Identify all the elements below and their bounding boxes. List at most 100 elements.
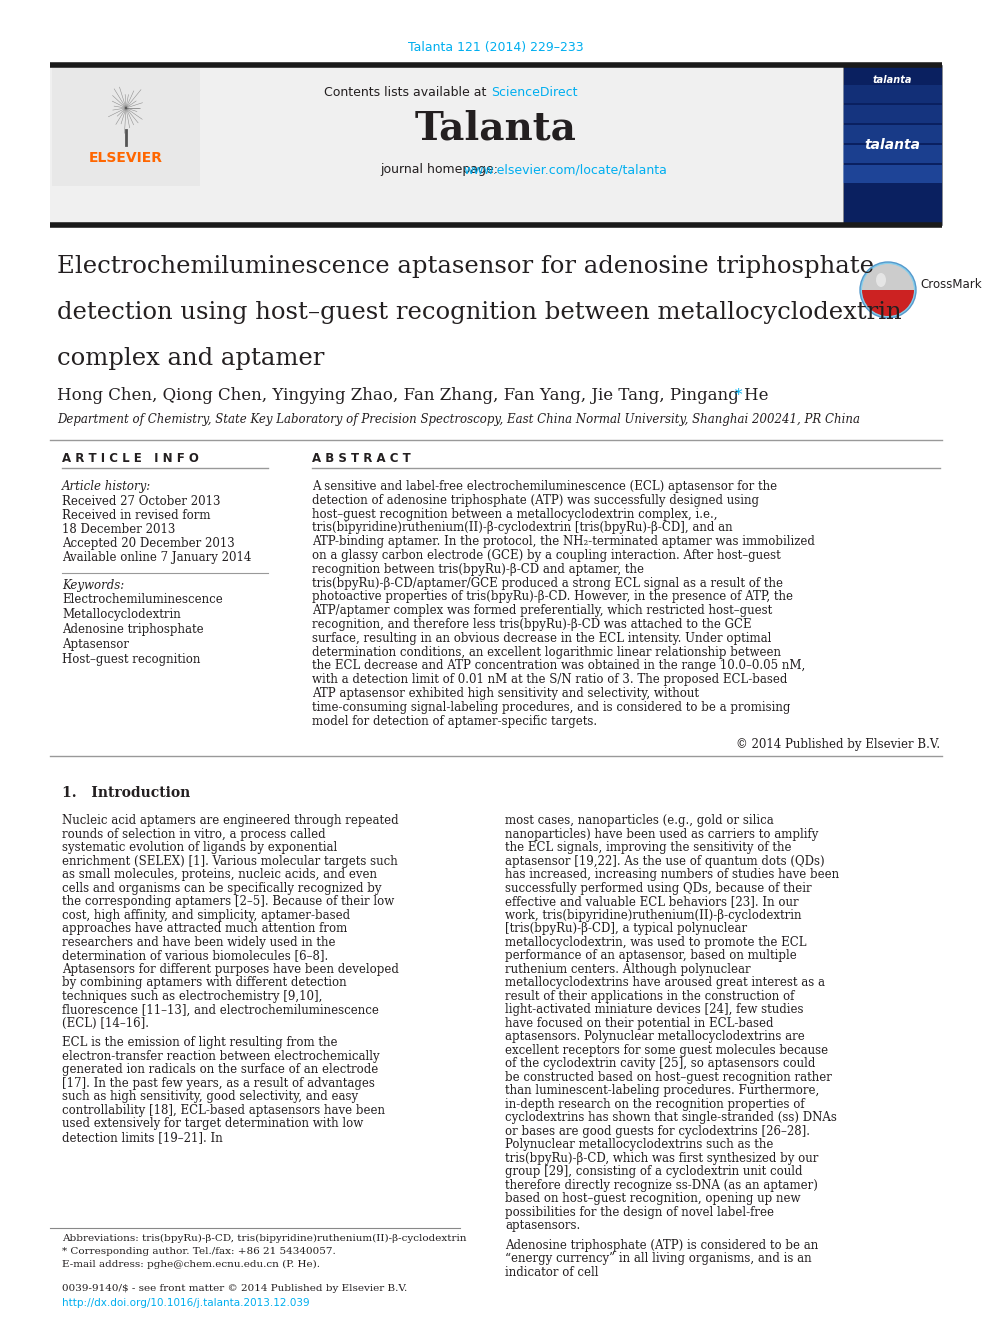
Text: researchers and have been widely used in the: researchers and have been widely used in… [62,935,335,949]
Text: ECL is the emission of light resulting from the: ECL is the emission of light resulting f… [62,1036,337,1049]
Text: Nucleic acid aptamers are engineered through repeated: Nucleic acid aptamers are engineered thr… [62,815,399,827]
Text: aptasensors.: aptasensors. [505,1220,580,1233]
Text: fluorescence [11–13], and electrochemiluminescence: fluorescence [11–13], and electrochemilu… [62,1003,379,1016]
Text: [17]. In the past few years, as a result of advantages: [17]. In the past few years, as a result… [62,1077,375,1090]
Text: ScienceDirect: ScienceDirect [491,86,577,98]
Text: Electrochemiluminescence: Electrochemiluminescence [62,593,223,606]
Text: generated ion radicals on the surface of an electrode: generated ion radicals on the surface of… [62,1064,378,1077]
Text: with a detection limit of 0.01 nM at the S/N ratio of 3. The proposed ECL-based: with a detection limit of 0.01 nM at the… [312,673,788,687]
Text: have focused on their potential in ECL-based: have focused on their potential in ECL-b… [505,1017,774,1029]
Text: journal homepage:: journal homepage: [380,164,502,176]
Text: ATP aptasensor exhibited high sensitivity and selectivity, without: ATP aptasensor exhibited high sensitivit… [312,687,699,700]
Text: model for detection of aptamer-specific targets.: model for detection of aptamer-specific … [312,714,597,728]
Text: recognition, and therefore less tris(bpyRu)-β-CD was attached to the GCE: recognition, and therefore less tris(bpy… [312,618,752,631]
Text: Contents lists available at: Contents lists available at [323,86,490,98]
Text: © 2014 Published by Elsevier B.V.: © 2014 Published by Elsevier B.V. [736,738,940,751]
Text: performance of an aptasensor, based on multiple: performance of an aptasensor, based on m… [505,950,797,962]
Text: tris(bipyridine)ruthenium(II)-β-cyclodextrin [tris(bpyRu)-β-CD], and an: tris(bipyridine)ruthenium(II)-β-cyclodex… [312,521,733,534]
Text: Received in revised form: Received in revised form [62,509,210,523]
Bar [843,165,942,183]
Text: CrossMark: CrossMark [920,279,982,291]
Bar [52,67,200,187]
Text: based on host–guest recognition, opening up new: based on host–guest recognition, opening… [505,1192,801,1205]
Text: photoactive properties of tris(bpyRu)-β-CD. However, in the presence of ATP, the: photoactive properties of tris(bpyRu)-β-… [312,590,793,603]
Text: light-activated miniature devices [24], few studies: light-activated miniature devices [24], … [505,1003,804,1016]
Text: indicator of cell: indicator of cell [505,1266,598,1279]
Text: possibilities for the design of novel label-free: possibilities for the design of novel la… [505,1205,774,1218]
Text: Available online 7 January 2014: Available online 7 January 2014 [62,550,251,564]
Text: time-consuming signal-labeling procedures, and is considered to be a promising: time-consuming signal-labeling procedure… [312,701,791,714]
Text: has increased, increasing numbers of studies have been: has increased, increasing numbers of stu… [505,868,839,881]
Bar [843,105,942,123]
Text: talanta: talanta [864,138,920,152]
Text: metallocyclodextrin, was used to promote the ECL: metallocyclodextrin, was used to promote… [505,935,806,949]
Text: nanoparticles) have been used as carriers to amplify: nanoparticles) have been used as carrier… [505,828,818,841]
Text: most cases, nanoparticles (e.g., gold or silica: most cases, nanoparticles (e.g., gold or… [505,815,774,827]
Text: such as high sensitivity, good selectivity, and easy: such as high sensitivity, good selectivi… [62,1090,358,1103]
Text: the ECL decrease and ATP concentration was obtained in the range 10.0–0.05 nM,: the ECL decrease and ATP concentration w… [312,659,806,672]
Text: cyclodextrins has shown that single-stranded (ss) DNAs: cyclodextrins has shown that single-stra… [505,1111,837,1125]
Text: therefore directly recognize ss-DNA (as an aptamer): therefore directly recognize ss-DNA (as … [505,1179,817,1192]
Text: work, tris(bipyridine)ruthenium(II)-β-cyclodextrin: work, tris(bipyridine)ruthenium(II)-β-cy… [505,909,802,922]
Text: used extensively for target determination with low: used extensively for target determinatio… [62,1118,363,1130]
Text: the ECL signals, improving the sensitivity of the: the ECL signals, improving the sensitivi… [505,841,792,855]
Text: Hong Chen, Qiong Chen, Yingying Zhao, Fan Zhang, Fan Yang, Jie Tang, Pingang He: Hong Chen, Qiong Chen, Yingying Zhao, Fa… [57,386,769,404]
Text: be constructed based on host–guest recognition rather: be constructed based on host–guest recog… [505,1070,832,1084]
Text: ELSEVIER: ELSEVIER [89,151,163,165]
Text: as small molecules, proteins, nucleic acids, and even: as small molecules, proteins, nucleic ac… [62,868,377,881]
Text: on a glassy carbon electrode (GCE) by a coupling interaction. After host–guest: on a glassy carbon electrode (GCE) by a … [312,549,781,562]
Text: techniques such as electrochemistry [9,10],: techniques such as electrochemistry [9,1… [62,990,322,1003]
Bar [843,85,942,103]
Text: [tris(bpyRu)-β-CD], a typical polynuclear: [tris(bpyRu)-β-CD], a typical polynuclea… [505,922,747,935]
Text: Received 27 October 2013: Received 27 October 2013 [62,495,220,508]
Text: result of their applications in the construction of: result of their applications in the cons… [505,990,795,1003]
Text: or bases are good guests for cyclodextrins [26–28].: or bases are good guests for cyclodextri… [505,1125,810,1138]
Text: systematic evolution of ligands by exponential: systematic evolution of ligands by expon… [62,841,337,855]
Text: group [29], consisting of a cyclodextrin unit could: group [29], consisting of a cyclodextrin… [505,1166,803,1179]
Text: Abbreviations: tris(bpyRu)-β-CD, tris(bipyridine)ruthenium(II)-β-cyclodextrin: Abbreviations: tris(bpyRu)-β-CD, tris(bi… [62,1234,466,1244]
Ellipse shape [876,273,886,287]
Text: A R T I C L E   I N F O: A R T I C L E I N F O [62,451,198,464]
Wedge shape [862,290,914,316]
Text: by combining aptamers with different detection: by combining aptamers with different det… [62,976,346,990]
Bar [843,124,942,143]
Text: Adenosine triphosphate: Adenosine triphosphate [62,623,203,636]
Text: excellent receptors for some guest molecules because: excellent receptors for some guest molec… [505,1044,828,1057]
Text: successfully performed using QDs, because of their: successfully performed using QDs, becaus… [505,882,811,894]
Text: ruthenium centers. Although polynuclear: ruthenium centers. Although polynuclear [505,963,751,976]
Text: tris(bpyRu)-β-CD/aptamer/GCE produced a strong ECL signal as a result of the: tris(bpyRu)-β-CD/aptamer/GCE produced a … [312,577,783,590]
Text: talanta: talanta [872,75,912,85]
Text: detection using host–guest recognition between metallocyclodextrin: detection using host–guest recognition b… [57,302,902,324]
Text: controllability [18], ECL-based aptasensors have been: controllability [18], ECL-based aptasens… [62,1103,385,1117]
Text: aptasensors. Polynuclear metallocyclodextrins are: aptasensors. Polynuclear metallocyclodex… [505,1031,805,1044]
Text: tris(bpyRu)-β-CD, which was first synthesized by our: tris(bpyRu)-β-CD, which was first synthe… [505,1152,818,1164]
Text: of the cyclodextrin cavity [25], so aptasensors could: of the cyclodextrin cavity [25], so apta… [505,1057,815,1070]
Text: *: * [730,388,742,402]
Text: “energy currency” in all living organisms, and is an: “energy currency” in all living organism… [505,1253,811,1265]
Text: cost, high affinity, and simplicity, aptamer-based: cost, high affinity, and simplicity, apt… [62,909,350,922]
Text: recognition between tris(bpyRu)-β-CD and aptamer, the: recognition between tris(bpyRu)-β-CD and… [312,562,644,576]
Text: A sensitive and label-free electrochemiluminescence (ECL) aptasensor for the: A sensitive and label-free electrochemil… [312,480,777,493]
Text: metallocyclodextrins have aroused great interest as a: metallocyclodextrins have aroused great … [505,976,825,990]
Text: complex and aptamer: complex and aptamer [57,347,324,370]
Text: (ECL) [14–16].: (ECL) [14–16]. [62,1017,149,1029]
Text: A B S T R A C T: A B S T R A C T [312,451,411,464]
Text: than luminescent-labeling procedures. Furthermore,: than luminescent-labeling procedures. Fu… [505,1085,819,1097]
Text: Keywords:: Keywords: [62,579,124,591]
Text: effective and valuable ECL behaviors [23]. In our: effective and valuable ECL behaviors [23… [505,896,799,909]
Text: Talanta 121 (2014) 229–233: Talanta 121 (2014) 229–233 [408,41,584,54]
Text: the corresponding aptamers [2–5]. Because of their low: the corresponding aptamers [2–5]. Becaus… [62,896,394,909]
Text: Host–guest recognition: Host–guest recognition [62,654,200,665]
Text: in-depth research on the recognition properties of: in-depth research on the recognition pro… [505,1098,805,1111]
Circle shape [860,262,916,318]
Bar [843,146,942,163]
Text: 1.   Introduction: 1. Introduction [62,786,190,800]
Text: 0039-9140/$ - see front matter © 2014 Published by Elsevier B.V.: 0039-9140/$ - see front matter © 2014 Pu… [62,1285,408,1293]
Text: 18 December 2013: 18 December 2013 [62,523,176,536]
Text: determination of various biomolecules [6–8].: determination of various biomolecules [6… [62,950,328,962]
Text: approaches have attracted much attention from: approaches have attracted much attention… [62,922,347,935]
Text: detection of adenosine triphosphate (ATP) was successfully designed using: detection of adenosine triphosphate (ATP… [312,493,759,507]
Text: Department of Chemistry, State Key Laboratory of Precision Spectroscopy, East Ch: Department of Chemistry, State Key Labor… [57,414,860,426]
Text: surface, resulting in an obvious decrease in the ECL intensity. Under optimal: surface, resulting in an obvious decreas… [312,632,772,644]
Text: ATP/aptamer complex was formed preferentially, which restricted host–guest: ATP/aptamer complex was formed preferent… [312,605,772,618]
